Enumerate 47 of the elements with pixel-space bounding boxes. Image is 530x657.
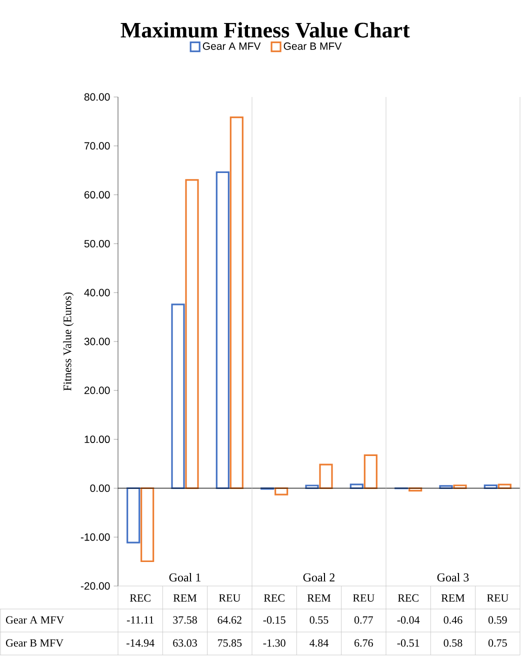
x-tick-label: REU bbox=[352, 594, 374, 602]
x-tick-label: REM bbox=[307, 594, 331, 602]
data-label: 75.85 bbox=[218, 639, 242, 647]
data-label: -0.04 bbox=[397, 616, 420, 624]
data-label: 0.55 bbox=[310, 616, 328, 624]
data-label: 0.59 bbox=[488, 616, 507, 624]
data-label: -11.11 bbox=[126, 616, 154, 624]
text: Gear A MFV bbox=[6, 616, 64, 624]
data-label: 0.46 bbox=[444, 616, 462, 624]
data-label: 0.75 bbox=[488, 639, 507, 647]
data-label: 63.03 bbox=[173, 639, 197, 647]
text: Gear B MFV bbox=[6, 639, 64, 647]
x-tick-label: REM bbox=[173, 594, 197, 602]
y-tick-label: 0.00 bbox=[90, 484, 110, 492]
x-tick-label: REM bbox=[441, 594, 465, 602]
y-tick-label: 50.00 bbox=[84, 240, 110, 248]
data-label: 0.58 bbox=[444, 639, 462, 647]
data-label: -0.51 bbox=[397, 639, 420, 647]
y-tick-label: 80.00 bbox=[84, 93, 110, 101]
annotation: Goal 2 bbox=[303, 573, 335, 582]
annotation: Goal 3 bbox=[437, 573, 469, 582]
y-tick-label: 60.00 bbox=[84, 191, 110, 199]
x-tick-label: REU bbox=[486, 594, 508, 602]
data-label: -14.94 bbox=[126, 639, 154, 647]
data-label: -0.15 bbox=[263, 616, 286, 624]
data-label: 64.62 bbox=[218, 616, 242, 624]
y-tick-label: 40.00 bbox=[84, 288, 110, 296]
data-label: 37.58 bbox=[173, 616, 197, 624]
y-tick-label: -20.00 bbox=[80, 582, 110, 590]
y-tick-label: -10.00 bbox=[80, 533, 110, 541]
y-tick-label: 70.00 bbox=[84, 142, 110, 150]
y-tick-label: 30.00 bbox=[84, 338, 110, 346]
x-tick-label: REC bbox=[130, 594, 150, 602]
data-label: 6.76 bbox=[354, 639, 373, 647]
annotation: Goal 1 bbox=[169, 573, 200, 582]
y-axis-title: Fitness Value (Euros) bbox=[63, 292, 74, 391]
chart-title: Maximum Fitness Value Chart bbox=[120, 22, 410, 38]
x-tick-label: REU bbox=[218, 594, 240, 602]
data-label: 0.77 bbox=[354, 616, 373, 624]
x-tick-label: REC bbox=[398, 594, 418, 602]
y-tick-label: 20.00 bbox=[84, 386, 110, 394]
data-label: -1.30 bbox=[263, 639, 286, 647]
legend-label: Gear A MFV bbox=[202, 42, 261, 50]
data-label: 4.84 bbox=[310, 639, 328, 647]
x-tick-label: REC bbox=[264, 594, 284, 602]
y-tick-label: 10.00 bbox=[84, 436, 110, 444]
legend-label: Gear B MFV bbox=[284, 42, 342, 50]
